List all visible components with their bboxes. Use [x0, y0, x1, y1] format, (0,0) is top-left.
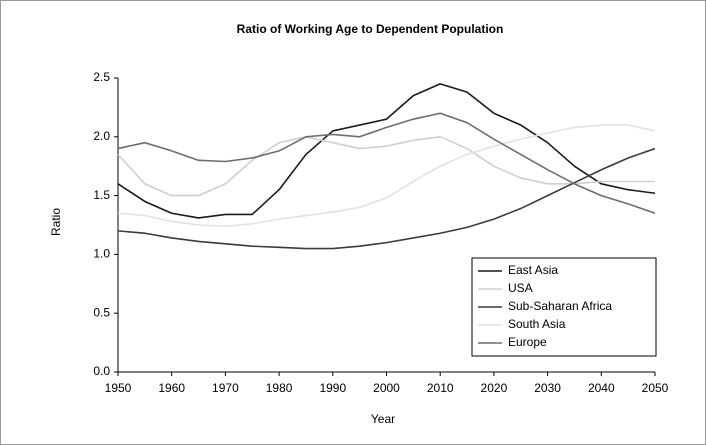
y-tick-label: 1.5	[93, 188, 110, 202]
series-line	[117, 124, 656, 227]
legend-label: South Asia	[508, 317, 566, 331]
y-tick-label: 2.5	[93, 70, 110, 84]
y-axis-label: Ratio	[49, 208, 63, 236]
x-tick-label: 2040	[588, 381, 615, 395]
x-tick-label: 1990	[319, 381, 346, 395]
x-tick-label: 1970	[212, 381, 239, 395]
x-tick-label: 1980	[266, 381, 293, 395]
legend-label: Sub-Saharan Africa	[508, 299, 612, 313]
x-tick-label: 2030	[534, 381, 561, 395]
series-line	[117, 136, 655, 197]
legend-label: Europe	[508, 335, 547, 349]
x-tick-label: 2010	[427, 381, 454, 395]
series-line	[117, 83, 656, 219]
legend-box	[471, 257, 657, 357]
series-line	[117, 112, 656, 214]
x-tick-label: 1960	[158, 381, 185, 395]
y-tick-label: 0.5	[93, 305, 110, 319]
legend-label: East Asia	[508, 263, 558, 277]
x-tick-label: 2000	[373, 381, 400, 395]
series-line	[117, 147, 656, 250]
y-tick-label: 1.0	[93, 247, 110, 261]
x-tick-label: 2020	[481, 381, 508, 395]
y-tick-label: 0.0	[93, 364, 110, 378]
x-tick-label: 2050	[642, 381, 669, 395]
x-axis-label: Year	[371, 412, 395, 426]
x-tick-label: 1950	[105, 381, 132, 395]
legend-label: USA	[508, 281, 533, 295]
y-tick-label: 2.0	[93, 129, 110, 143]
chart-title: Ratio of Working Age to Dependent Popula…	[237, 22, 504, 36]
